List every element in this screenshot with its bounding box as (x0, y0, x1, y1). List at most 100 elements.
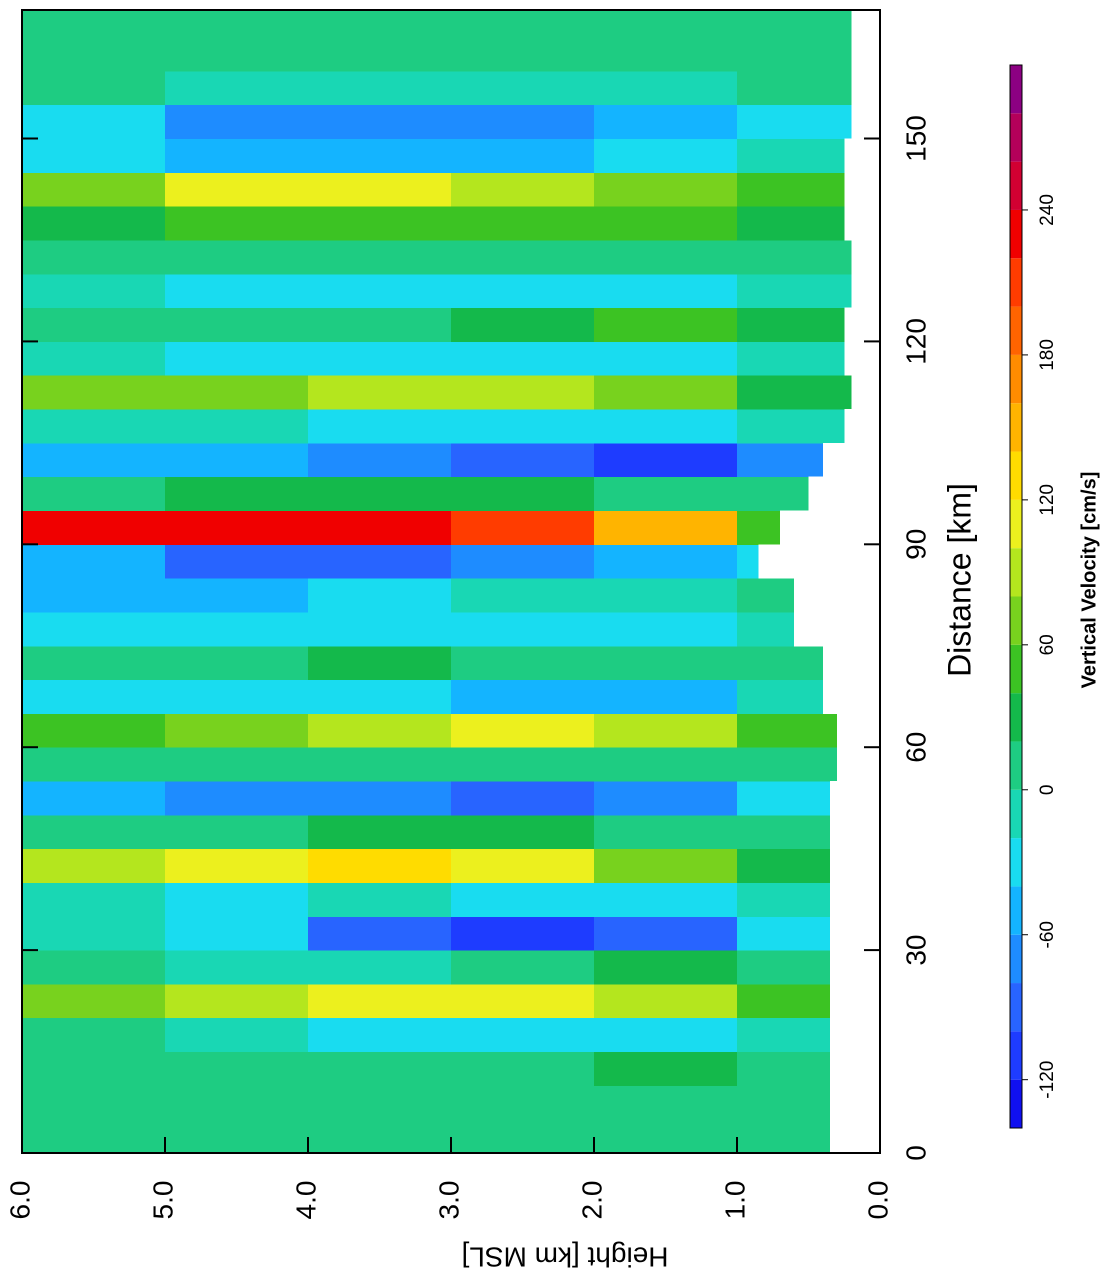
y-tick-label: 5.0 (147, 1181, 178, 1220)
cell (22, 814, 165, 850)
cell (451, 1085, 594, 1120)
cell (22, 375, 165, 410)
terrain (829, 781, 880, 816)
terrain (851, 104, 880, 140)
cell (22, 37, 165, 72)
cell (165, 713, 308, 748)
cell (594, 409, 737, 444)
cell (594, 679, 737, 714)
cell (451, 1051, 594, 1086)
cell (22, 1017, 165, 1053)
cell (308, 409, 451, 444)
cell (165, 10, 308, 38)
cell (308, 37, 451, 72)
cell (165, 104, 308, 140)
colorbar-segment (1010, 1079, 1022, 1128)
terrain (837, 713, 880, 748)
cell (165, 1051, 308, 1086)
cell (308, 138, 451, 173)
terrain (829, 814, 880, 850)
cell (594, 645, 737, 681)
cell (594, 37, 737, 72)
cell (165, 138, 308, 173)
cell (594, 510, 737, 545)
terrain (851, 239, 880, 275)
cell (308, 307, 451, 342)
terrain (844, 307, 880, 342)
cell (22, 578, 165, 613)
cell (165, 307, 308, 342)
cell (594, 375, 737, 410)
colorbar-tick-label: 120 (1037, 484, 1058, 516)
cell (22, 273, 165, 309)
cell (451, 138, 594, 173)
y-axis-label: Height [km MSL] (462, 1242, 669, 1273)
terrain (829, 1017, 880, 1053)
colorbar-segment (1010, 934, 1022, 984)
cell (22, 848, 165, 883)
cell (165, 206, 308, 241)
cell (22, 307, 165, 342)
cell (308, 544, 451, 579)
cell (451, 544, 594, 579)
terrain (844, 138, 880, 173)
cell (308, 375, 451, 410)
cell (165, 645, 308, 681)
terrain (829, 882, 880, 917)
colorbar-segment (1010, 789, 1022, 839)
cell (22, 1119, 165, 1154)
cell (308, 273, 451, 309)
cell (22, 1051, 165, 1086)
cell (165, 409, 308, 444)
terrain (851, 273, 880, 309)
terrain (758, 544, 880, 579)
cell (308, 442, 451, 478)
cell (165, 1017, 308, 1053)
terrain (851, 10, 880, 38)
cell (22, 10, 165, 38)
colorbar-label: Vertical Velocity [cm/s] (1078, 472, 1100, 689)
cell (594, 1119, 737, 1154)
cell (451, 848, 594, 883)
y-tick-label: 0.0 (862, 1181, 893, 1220)
cell (308, 679, 451, 714)
cell (594, 70, 737, 106)
colorbar-tick-label: -120 (1037, 1061, 1058, 1099)
cell (451, 10, 594, 38)
cell (22, 747, 165, 782)
colorbar-segment (1010, 258, 1022, 307)
plot-area (22, 10, 880, 1154)
colorbar-segment (1010, 548, 1022, 597)
terrain (829, 1119, 880, 1154)
cell (22, 239, 165, 275)
cell (22, 341, 165, 376)
terrain (844, 409, 880, 444)
cell (451, 916, 594, 951)
cell (165, 442, 308, 478)
cell (308, 1051, 451, 1086)
colorbar-segment (1010, 886, 1022, 935)
cell (308, 172, 451, 207)
terrain (822, 679, 880, 714)
cell (451, 341, 594, 376)
cell (594, 882, 737, 917)
cell (165, 916, 308, 951)
terrain (844, 206, 880, 241)
cell (451, 307, 594, 342)
colorbar-tick-label: -60 (1037, 921, 1058, 948)
cell (308, 10, 451, 38)
cell (308, 1017, 451, 1053)
terrain (829, 1085, 880, 1120)
cell (451, 1017, 594, 1053)
cell (22, 138, 165, 173)
cell (594, 848, 737, 883)
cell (165, 983, 308, 1019)
cell (22, 781, 165, 816)
terrain (837, 747, 880, 782)
colorbar-frame (1009, 64, 1023, 1129)
cell (451, 104, 594, 140)
cell (451, 442, 594, 478)
colorbar-segment (1010, 161, 1022, 210)
cell (165, 814, 308, 850)
